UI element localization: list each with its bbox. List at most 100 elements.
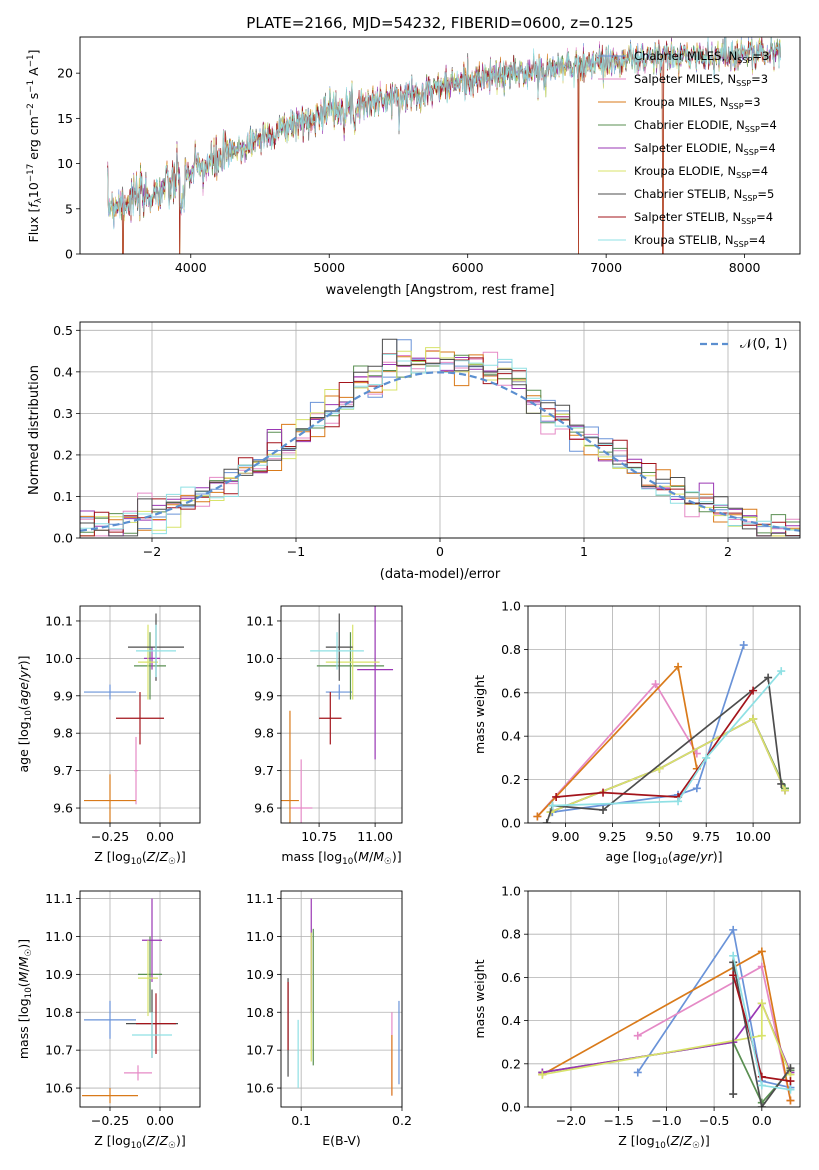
label-part: Z: [146, 849, 156, 864]
y-tick-label: 10.7: [45, 1043, 73, 1058]
label-part: E(B-V): [322, 1133, 361, 1148]
plot-area: [533, 641, 789, 823]
y-tick-label: 11.1: [45, 891, 73, 906]
label-part: SSP: [734, 240, 749, 249]
label-part: SSP: [741, 217, 756, 226]
y-tick-label: 10.8: [246, 1005, 274, 1020]
weight-marker: [692, 784, 701, 793]
weight-marker: [599, 805, 608, 814]
label-part: =4: [749, 233, 766, 247]
plot-area: [82, 898, 178, 1104]
label-part: /: [155, 849, 160, 864]
label-part: (: [16, 705, 31, 710]
x-tick-label: 8000: [729, 260, 761, 275]
x-tick-label: −1.0: [651, 1113, 681, 1128]
x-tick-label: 6000: [452, 260, 484, 275]
y-tick-label: 0.4: [53, 364, 73, 379]
y-tick-label: 0.2: [501, 772, 521, 787]
figure-title: PLATE=2166, MJD=54232, FIBERID=0600, z=0…: [246, 14, 633, 32]
weight-marker: [764, 673, 773, 682]
y-tick-label: 0.6: [501, 970, 521, 985]
label-part: =4: [751, 164, 768, 178]
y-tick-label: 9.9: [53, 688, 73, 703]
y-tick-label: 9.9: [254, 688, 274, 703]
weight-marker: [674, 797, 683, 806]
x-tick-label: −0.5: [699, 1113, 729, 1128]
x-tick-label: 5000: [313, 260, 345, 275]
label-part: 10: [131, 857, 142, 867]
y-tick-label: 0: [65, 247, 73, 262]
legend-label: Salpeter ELODIE, NSSP=4: [634, 141, 776, 157]
legend-label: Kroupa STELIB, NSSP=4: [634, 233, 766, 249]
label-part: /: [696, 849, 701, 864]
y-tick-label: 0.0: [53, 531, 73, 546]
label-part: Salpeter ELODIE, N: [634, 141, 744, 155]
x-tick-label: −2: [143, 544, 161, 559]
weight-marker: [633, 1068, 642, 1077]
weight-marker: [702, 753, 711, 762]
label-part: Z [log: [618, 1133, 654, 1148]
weight-marker: [729, 951, 738, 960]
x-axis-label: Z [log10(Z/Z☉)]: [94, 1133, 186, 1151]
weight-marker: [729, 1090, 738, 1099]
label-part: =4: [759, 141, 776, 155]
y-tick-label: 0.2: [53, 447, 73, 462]
y-tick-label: 0.4: [501, 729, 521, 744]
label-part: age [log: [605, 849, 656, 864]
label-part: SSP: [745, 125, 760, 134]
label-part: M: [16, 971, 31, 982]
label-part: M: [373, 849, 384, 864]
label-part: SSP: [736, 171, 751, 180]
label-part: Chabrier MILES, N: [634, 49, 737, 63]
y-tick-label: 10: [57, 156, 73, 171]
y-tick-label: 10.9: [45, 967, 73, 982]
label-part: Z [log: [94, 1133, 130, 1148]
label-part: =3: [744, 95, 761, 109]
label-part: )]: [16, 655, 31, 665]
weight-marker: [674, 662, 683, 671]
weight-marker: [777, 667, 786, 676]
axes-frame: [280, 605, 403, 824]
plot-area: [281, 606, 394, 823]
weight-marker: [729, 925, 738, 934]
label-part: /: [155, 1133, 160, 1148]
plot-area: [80, 338, 800, 537]
y-tick-label: 10.6: [45, 1081, 73, 1096]
weight-marker: [729, 971, 738, 980]
label-part: )]: [176, 1133, 186, 1148]
y-axis-label: age [log10(age/yr)]: [16, 655, 34, 772]
label-part: age: [673, 849, 697, 864]
label-part: Z: [159, 849, 169, 864]
y-tick-label: 9.8: [254, 726, 274, 741]
x-axis-label: Z [log10(Z/Z☉)]: [618, 1133, 710, 1151]
label-part: λ: [34, 198, 44, 203]
label-part: ☉: [168, 857, 176, 867]
label-part: 10: [24, 710, 34, 721]
label-part: yr: [699, 849, 713, 864]
y-tick-label: 10.0: [45, 651, 73, 666]
label-part: 10: [26, 182, 41, 198]
y-tick-label: 10.0: [246, 651, 274, 666]
label-part: M: [16, 956, 31, 967]
label-part: (: [142, 849, 147, 864]
label-part: A: [26, 67, 41, 80]
legend-label: 𝒩(0, 1): [740, 337, 787, 352]
x-tick-label: −2.0: [556, 1113, 586, 1128]
z_age-panel: −0.25 0.009.69.79.89.910.010.1Z [log10(Z/…: [16, 605, 201, 867]
label-part: SSP: [736, 79, 751, 88]
legend-label: Kroupa MILES, NSSP=3: [634, 95, 761, 111]
weight-line-5: [550, 717, 786, 813]
weight-marker: [786, 1085, 795, 1094]
weight-line-8: [552, 670, 782, 807]
label-part: Kroupa STELIB, N: [634, 233, 734, 247]
label-part: mass [log: [16, 998, 31, 1059]
x-tick-label: 0.2: [392, 1113, 412, 1128]
label-part: /: [679, 1133, 684, 1148]
weight-marker: [633, 1031, 642, 1040]
y-tick-label: 0.8: [501, 642, 521, 657]
y-tick-label: 0.0: [501, 1100, 521, 1115]
label-part: f: [26, 202, 41, 208]
x-tick-label: 4000: [175, 260, 207, 275]
